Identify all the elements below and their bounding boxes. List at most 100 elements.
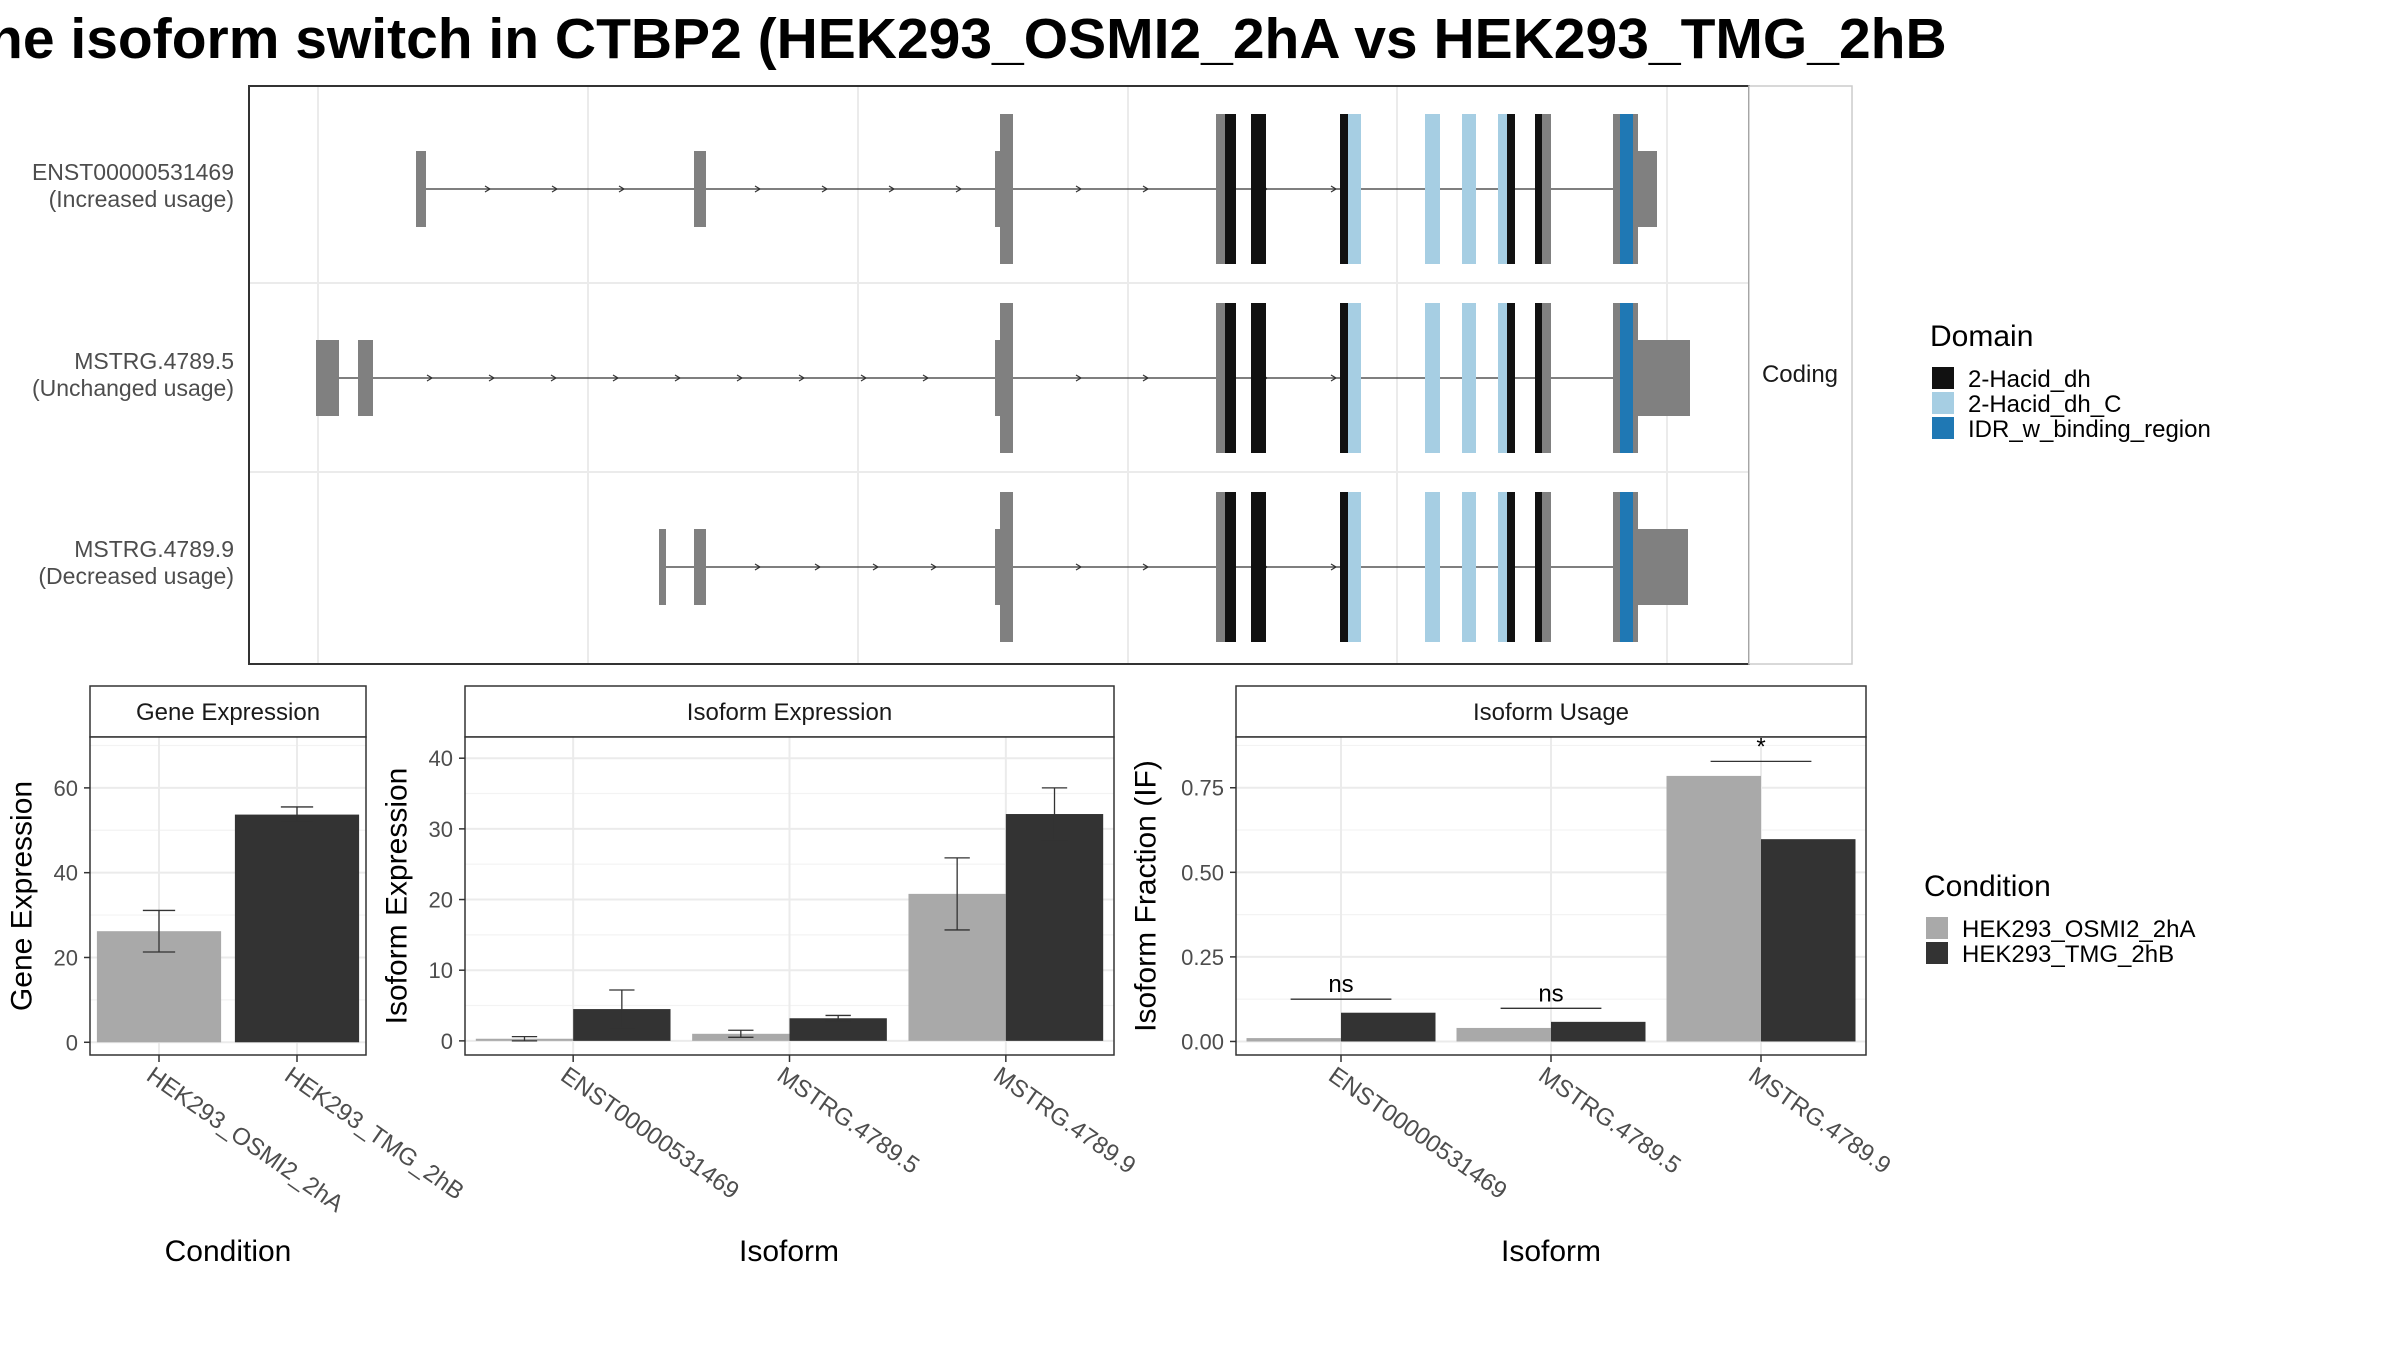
strand-arrow — [550, 374, 558, 382]
isoform-expression-panel: Isoform Expression 0 10 20 30 40 ENST000005314… — [381, 685, 1140, 1268]
facet-label: Isoform Expression — [687, 699, 892, 726]
exon — [694, 151, 706, 227]
y-tick-label: 40 — [429, 746, 453, 771]
bar — [789, 1018, 887, 1041]
x-tick-label: ENST00000531469 — [556, 1062, 744, 1205]
exon — [1348, 492, 1361, 642]
exon — [1425, 492, 1440, 642]
exon — [1225, 303, 1236, 453]
domain-legend-key-0 — [1932, 367, 1954, 389]
exon — [1498, 303, 1507, 453]
x-tick-label: MSTRG.4789.5 — [1534, 1062, 1686, 1180]
strand-arrow — [1142, 374, 1150, 382]
strand-arrow — [1330, 563, 1338, 571]
exon — [694, 529, 706, 605]
strand-arrow — [798, 374, 806, 382]
significance-label: * — [1756, 733, 1765, 760]
y-tick-label: 0 — [441, 1029, 453, 1054]
exon — [995, 529, 1001, 605]
transcript-rows — [316, 114, 1690, 642]
exon — [1340, 492, 1348, 642]
exon — [1535, 114, 1542, 264]
exon — [1633, 303, 1638, 453]
exon — [358, 340, 373, 416]
exon — [1462, 114, 1476, 264]
strand-arrow — [618, 185, 626, 193]
exon — [1542, 492, 1551, 642]
domain-legend-label-1: 2-Hacid_dh_C — [1968, 391, 2121, 418]
y-tick-label: 40 — [54, 861, 78, 886]
domain-legend: Domain 2-Hacid_dh 2-Hacid_dh_C IDR_w_bin… — [1930, 320, 2211, 443]
strand-arrow — [1142, 563, 1150, 571]
y-tick-label: 0 — [66, 1030, 78, 1055]
strand-arrow — [821, 185, 829, 193]
strand-arrow — [860, 374, 868, 382]
strand-arrow — [1075, 185, 1083, 193]
exon — [1542, 303, 1551, 453]
transcript-2 — [659, 492, 1688, 642]
x-axis-title: Condition — [165, 1235, 292, 1268]
exon — [1462, 492, 1476, 642]
facet-label: Isoform Usage — [1473, 699, 1629, 726]
exon — [1638, 151, 1657, 227]
x-axis-title: Isoform — [739, 1235, 839, 1268]
facet-label: Gene Expression — [136, 699, 320, 726]
y-tick-label: 0.50 — [1181, 860, 1224, 885]
y-tick-label: 10 — [429, 958, 453, 983]
condition-legend-title: Condition — [1924, 870, 2051, 903]
transcript-label-usage-0: (Increased usage) — [49, 186, 234, 212]
bar — [1666, 775, 1761, 1042]
figure-title: he isoform switch in CTBP2 (HEK293_OSMI2… — [0, 7, 1947, 71]
significance-label: ns — [1328, 971, 1353, 998]
strand-arrow — [922, 374, 930, 382]
condition-legend-key-0 — [1926, 917, 1948, 939]
x-tick-label: MSTRG.4789.9 — [1744, 1062, 1896, 1180]
bar — [1246, 1038, 1341, 1042]
transcript-1 — [316, 303, 1690, 453]
strand-arrow — [1330, 185, 1338, 193]
y-tick-label: 60 — [54, 776, 78, 801]
y-tick-label: 0.25 — [1181, 945, 1224, 970]
strand-arrow — [551, 185, 559, 193]
strand-arrow — [930, 563, 938, 571]
facet-strip-coding — [1748, 85, 1853, 665]
x-tick-label: MSTRG.4789.9 — [988, 1062, 1140, 1180]
bar — [1341, 1012, 1436, 1042]
bar — [1761, 839, 1856, 1042]
transcript-label-id-0: ENST00000531469 — [32, 159, 234, 185]
condition-legend-label-1: HEK293_TMG_2hB — [1962, 941, 2174, 968]
strand-arrow — [1075, 374, 1083, 382]
x-tick-label: ENST00000531469 — [1324, 1062, 1512, 1205]
exon — [416, 151, 426, 227]
exon — [1216, 303, 1225, 453]
domain-legend-key-1 — [1932, 392, 1954, 414]
exon — [1638, 529, 1688, 605]
exon — [1216, 114, 1225, 264]
strand-arrow — [426, 374, 434, 382]
facet-strip — [1235, 685, 1867, 738]
y-axis-title: Isoform Fraction (IF) — [1130, 760, 1163, 1032]
domain-legend-title: Domain — [1930, 320, 2033, 353]
exon — [1348, 114, 1361, 264]
exon — [995, 151, 1001, 227]
exon — [1340, 114, 1348, 264]
exon — [1498, 492, 1507, 642]
exon — [1620, 492, 1633, 642]
exon — [1613, 303, 1620, 453]
exon — [1620, 114, 1633, 264]
strand-arrow — [814, 563, 822, 571]
y-tick-label: 0.00 — [1181, 1029, 1224, 1054]
exon — [995, 340, 1001, 416]
exon — [1613, 492, 1620, 642]
strand-arrow — [1330, 374, 1338, 382]
exon — [1007, 303, 1013, 453]
bar — [1551, 1021, 1646, 1042]
exon — [1225, 114, 1236, 264]
exon — [1462, 303, 1476, 453]
exon — [1251, 303, 1266, 453]
exon — [1542, 114, 1551, 264]
exon — [1251, 114, 1266, 264]
exon — [1638, 340, 1690, 416]
y-axis-title: Gene Expression — [6, 781, 39, 1011]
